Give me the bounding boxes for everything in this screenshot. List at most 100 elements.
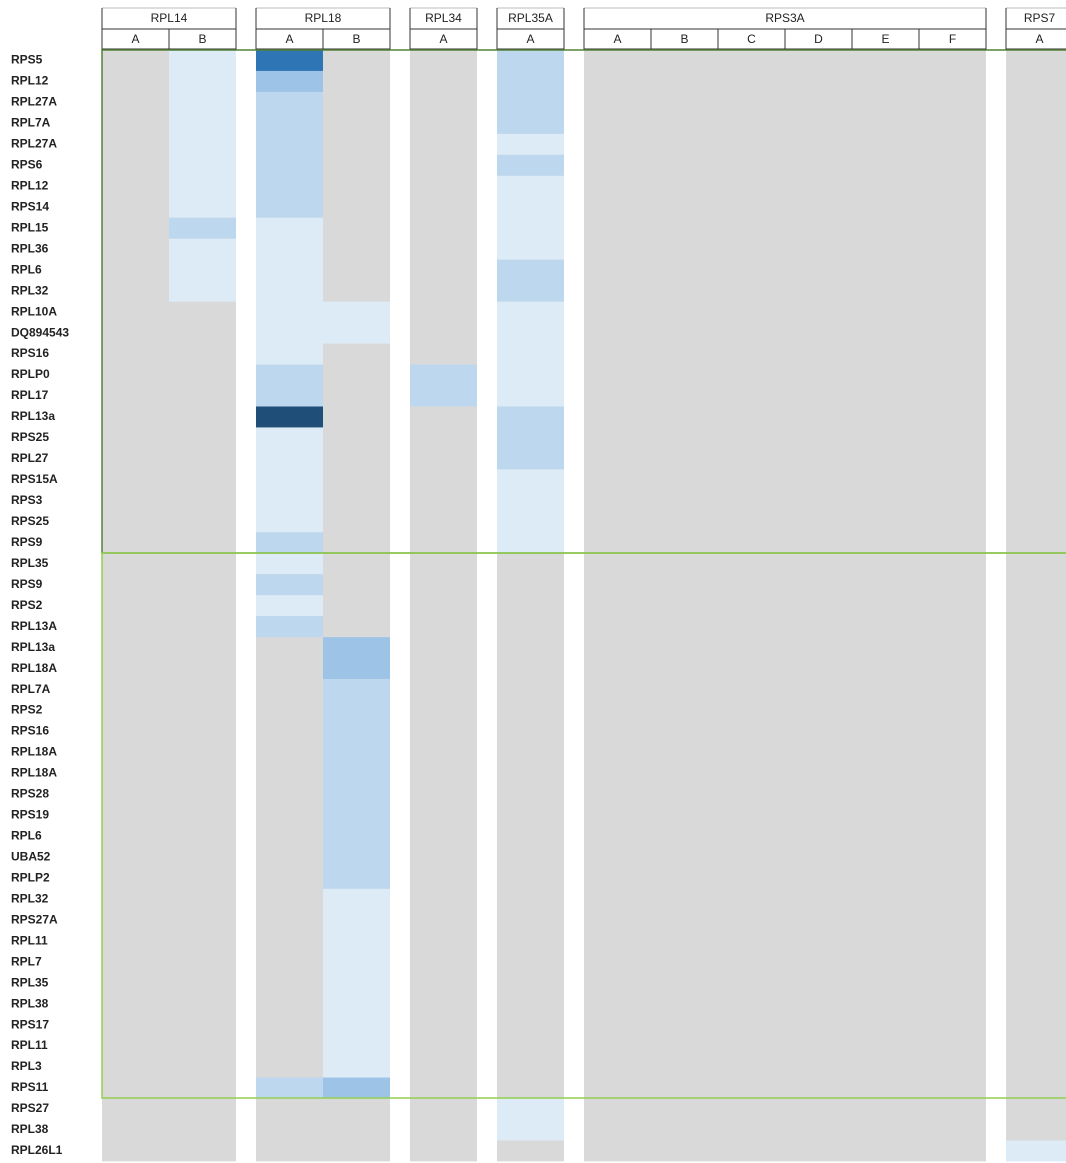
row-label: RPLP0: [11, 367, 50, 381]
row-label: RPL12: [11, 178, 49, 192]
row-label: RPL11: [11, 1038, 48, 1052]
row-label: RPS19: [11, 808, 49, 822]
row-label: RPS2: [11, 598, 43, 612]
subheader: A: [439, 32, 447, 46]
cell: [410, 364, 477, 407]
row-label: RPL13a: [11, 409, 55, 423]
row-label: DQ894543: [11, 325, 69, 339]
row-label: RPL36: [11, 241, 49, 255]
cell: [497, 133, 564, 155]
subheader-cell: [168, 28, 237, 50]
cell: [497, 175, 564, 260]
cell-column: [651, 50, 718, 1162]
cell: [497, 406, 564, 470]
cell-column: [718, 50, 785, 1162]
cell-column: [102, 50, 169, 1162]
row-label: RPS9: [11, 577, 43, 591]
cell: [256, 70, 323, 92]
row-label: RPLP2: [11, 870, 50, 884]
row-label: RPS17: [11, 1017, 49, 1031]
cell-column: [410, 50, 477, 1162]
row-label: RPS15A: [11, 472, 58, 486]
group-header: RPL34: [425, 11, 462, 25]
row-label: RPL35: [11, 556, 49, 570]
cell: [1006, 1140, 1066, 1162]
row-label: RPL27: [11, 451, 49, 465]
cell-column: [785, 50, 852, 1162]
row-label: RPS11: [11, 1080, 49, 1094]
row-label: RPS16: [11, 346, 49, 360]
cluster-box: [101, 552, 1066, 1099]
cell: [169, 50, 236, 218]
cell: [323, 888, 390, 1078]
cell: [323, 637, 390, 680]
row-label: RPL32: [11, 891, 49, 905]
row-label: RPL32: [11, 283, 49, 297]
row-label: RPL7A: [11, 116, 51, 130]
subheader: F: [949, 32, 956, 46]
cell: [497, 301, 564, 407]
group-header: RPL14: [151, 11, 188, 25]
cell: [256, 553, 323, 575]
cell: [169, 217, 236, 239]
row-label: UBA52: [11, 850, 51, 864]
row-label: RPS5: [11, 53, 43, 67]
cell: [256, 406, 323, 428]
cell: [497, 154, 564, 176]
subheader: A: [613, 32, 621, 46]
cell: [256, 91, 323, 218]
cell: [256, 364, 323, 407]
cell: [256, 50, 323, 71]
row-label: RPL27A: [11, 137, 57, 151]
subheader: B: [198, 32, 206, 46]
cell-column: [1006, 50, 1066, 1162]
row-label: RPS2: [11, 703, 43, 717]
cell: [256, 427, 323, 533]
cell-column: [584, 50, 651, 1162]
cell: [497, 1098, 564, 1141]
cell: [497, 259, 564, 302]
cell: [256, 574, 323, 596]
subheader: A: [526, 32, 534, 46]
row-label: RPL7A: [11, 682, 51, 696]
cell-column: [852, 50, 919, 1162]
row-label: RPL12: [11, 74, 49, 88]
row-label: RPL38: [11, 996, 49, 1010]
subheader-cell: [918, 28, 987, 50]
row-label: RPS25: [11, 514, 49, 528]
row-label: RPL38: [11, 1122, 49, 1136]
subheader-cell: [322, 28, 391, 50]
row-label: RPL18A: [11, 745, 57, 759]
subheader-cell: [409, 28, 478, 50]
subheader: B: [352, 32, 360, 46]
row-label: RPL10A: [11, 304, 57, 318]
row-label: RPL18A: [11, 766, 57, 780]
row-label: RPS3: [11, 493, 43, 507]
cell: [256, 1077, 323, 1099]
row-label: RPL13a: [11, 640, 55, 654]
cell: [169, 238, 236, 302]
row-label: RPL11: [11, 933, 48, 947]
group-header: RPS7: [1024, 11, 1056, 25]
group-header: RPL18: [305, 11, 342, 25]
cell: [323, 1077, 390, 1099]
subheader: E: [881, 32, 889, 46]
row-label: RPS14: [11, 199, 49, 213]
row-label: RPS25: [11, 430, 49, 444]
subheader: A: [285, 32, 293, 46]
subheader: D: [814, 32, 823, 46]
row-label: RPL26L1: [11, 1143, 63, 1157]
cell: [256, 595, 323, 617]
cell: [497, 50, 564, 134]
cell: [497, 469, 564, 554]
row-label: RPS9: [11, 535, 43, 549]
row-label: RPL35: [11, 975, 49, 989]
group-header: RPL35A: [508, 11, 553, 25]
cell: [256, 217, 323, 365]
cell-column: [919, 50, 986, 1162]
row-label: RPS6: [11, 158, 43, 172]
subheader: C: [747, 32, 756, 46]
subheader: A: [1035, 32, 1043, 46]
row-label: RPS27: [11, 1101, 49, 1115]
